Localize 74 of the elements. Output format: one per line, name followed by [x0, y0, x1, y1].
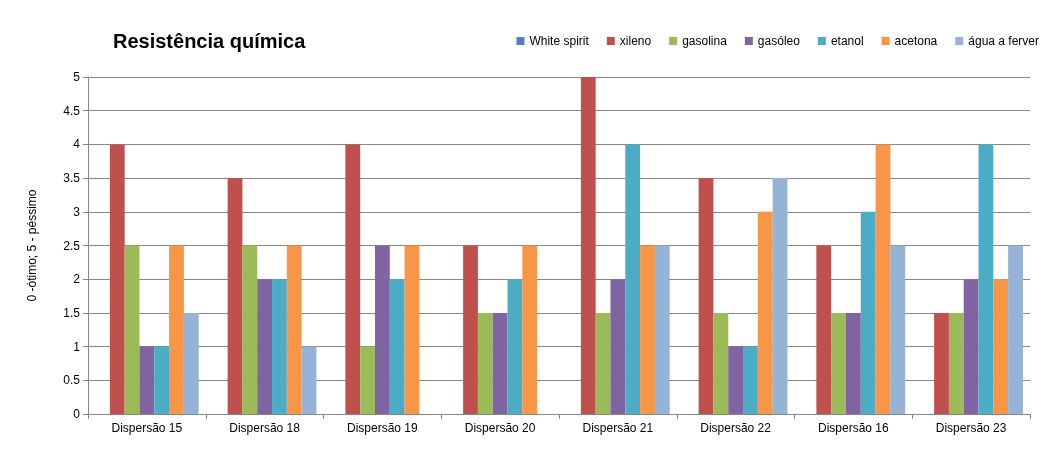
- x-tick-label: Dispersão 20: [464, 421, 536, 435]
- y-tick-label: 3.5: [63, 171, 81, 186]
- y-tick-label: 4: [73, 137, 81, 152]
- bar: [698, 178, 714, 414]
- y-axis-title: 0 -ótimo; 5 - péssimo: [25, 189, 39, 302]
- legend-label: gasolina: [682, 34, 728, 48]
- bar: [139, 346, 155, 414]
- x-tick-label: Dispersão 22: [700, 421, 772, 435]
- bar: [272, 279, 287, 414]
- x-tick-label: Dispersão 18: [229, 421, 301, 435]
- bar: [713, 312, 729, 414]
- legend-label: acetona: [894, 34, 938, 48]
- legend-label: etanol: [830, 34, 864, 48]
- bar: [345, 144, 361, 414]
- bar: [124, 245, 140, 414]
- bar: [389, 279, 405, 414]
- bar: [654, 245, 670, 414]
- bar: [816, 245, 832, 414]
- bar: [580, 77, 596, 414]
- y-tick-label: 0: [73, 407, 81, 421]
- bar: [360, 346, 375, 414]
- bar: [109, 144, 125, 414]
- y-tick-label: 1.5: [63, 305, 81, 320]
- bar: [522, 245, 538, 414]
- bar: [890, 245, 906, 414]
- bar: [978, 144, 994, 414]
- y-tick-label: 1: [73, 339, 81, 354]
- bar: [492, 312, 508, 414]
- y-tick-label: 2.5: [63, 238, 81, 253]
- bar: [845, 312, 861, 414]
- bar: [640, 245, 655, 414]
- y-tick-label: 2: [73, 272, 81, 287]
- bar: [757, 211, 773, 414]
- legend-label: xileno: [619, 34, 652, 48]
- x-tick-label: Dispersão 19: [347, 421, 419, 435]
- y-tick-label: 0.5: [63, 373, 81, 388]
- bar: [743, 346, 758, 414]
- bar: [242, 245, 258, 414]
- bar: [374, 245, 390, 414]
- bar: [948, 312, 964, 414]
- legend-label: água a ferver: [968, 34, 1040, 48]
- x-tick-label: Dispersão 23: [935, 421, 1007, 435]
- bar: [1008, 245, 1023, 414]
- bar: [183, 312, 199, 414]
- bar: [772, 178, 788, 414]
- bar: [595, 312, 611, 414]
- bar: [625, 144, 641, 414]
- y-tick-label: 4.5: [63, 103, 81, 118]
- bar: [404, 245, 420, 414]
- legend-label: gasóleo: [757, 34, 801, 48]
- y-tick-label: 5: [73, 70, 81, 84]
- bar: [728, 346, 744, 414]
- bar: [286, 245, 302, 414]
- chart-title: Resistência química: [113, 30, 307, 52]
- bar: [463, 245, 478, 414]
- bar: [831, 312, 846, 414]
- x-tick-label: Dispersão 21: [582, 421, 654, 435]
- bar: [301, 346, 317, 414]
- bar: [257, 279, 273, 414]
- legend-label: White spirit: [529, 34, 590, 48]
- bar: [875, 144, 891, 414]
- bar: [154, 346, 170, 414]
- bar: [934, 312, 949, 414]
- bar: [610, 279, 626, 414]
- x-tick-label: Dispersão 15: [111, 421, 183, 435]
- bar: [860, 211, 876, 414]
- y-tick-label: 3: [73, 204, 81, 219]
- bar: [169, 245, 184, 414]
- bar: [227, 178, 243, 414]
- bar: [963, 279, 979, 414]
- bar: [507, 279, 523, 414]
- x-tick-label: Dispersão 16: [818, 421, 890, 435]
- bar: [477, 312, 493, 414]
- bar: [993, 279, 1009, 414]
